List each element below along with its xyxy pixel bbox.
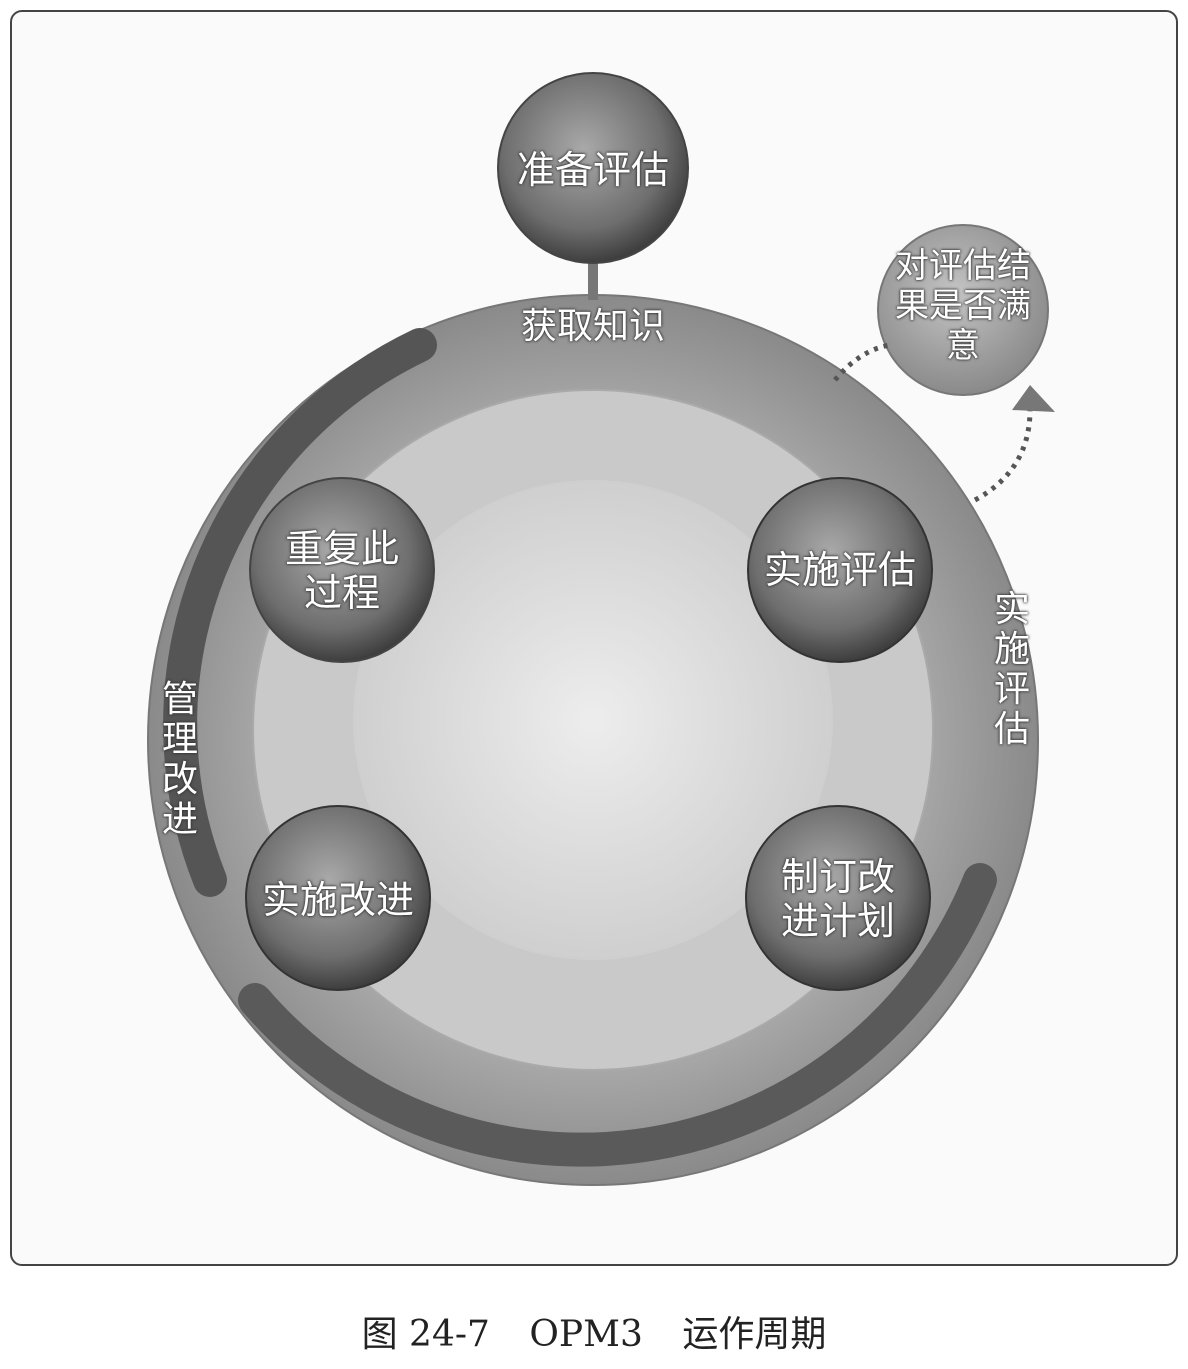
- arrow-head: [1012, 385, 1055, 412]
- figure-caption: 图 24-7 OPM3 运作周期: [0, 1305, 1188, 1357]
- ring-top-label: 获取知识: [520, 306, 665, 347]
- implement-node-ball: [245, 805, 431, 991]
- implement-node-label: 实施改进: [261, 878, 414, 922]
- figure-number: 图 24-7: [361, 1314, 490, 1355]
- cycle-diagram: [147, 72, 1055, 1186]
- side-node-label: 对评估结果是否满意: [895, 246, 1031, 366]
- plan-node-ball: [745, 805, 931, 991]
- bottom-arc-band: [238, 863, 997, 1167]
- top-node-ball: [497, 72, 689, 264]
- figure-subtitle: 运作周期: [682, 1314, 827, 1355]
- figure-title: OPM3: [529, 1314, 643, 1355]
- right-arc-label: 实施评估: [993, 589, 1030, 750]
- repeat-node-ball: [249, 477, 435, 663]
- execute-eval-node-label: 实施评估: [763, 548, 916, 592]
- inner-disc: [353, 480, 833, 960]
- top-node-label: 准备评估: [516, 148, 669, 192]
- repeat-node-label: 重复此过程: [284, 527, 399, 615]
- dotted-arrow-right: [973, 409, 1033, 503]
- side-node-ball: [877, 224, 1049, 396]
- plan-node-label: 制订改进计划: [780, 855, 895, 943]
- dotted-arrow-up: [833, 342, 891, 382]
- execute-eval-node-ball: [747, 477, 933, 663]
- left-arc-label: 管理改进: [161, 679, 198, 840]
- left-arc-band: [163, 328, 437, 897]
